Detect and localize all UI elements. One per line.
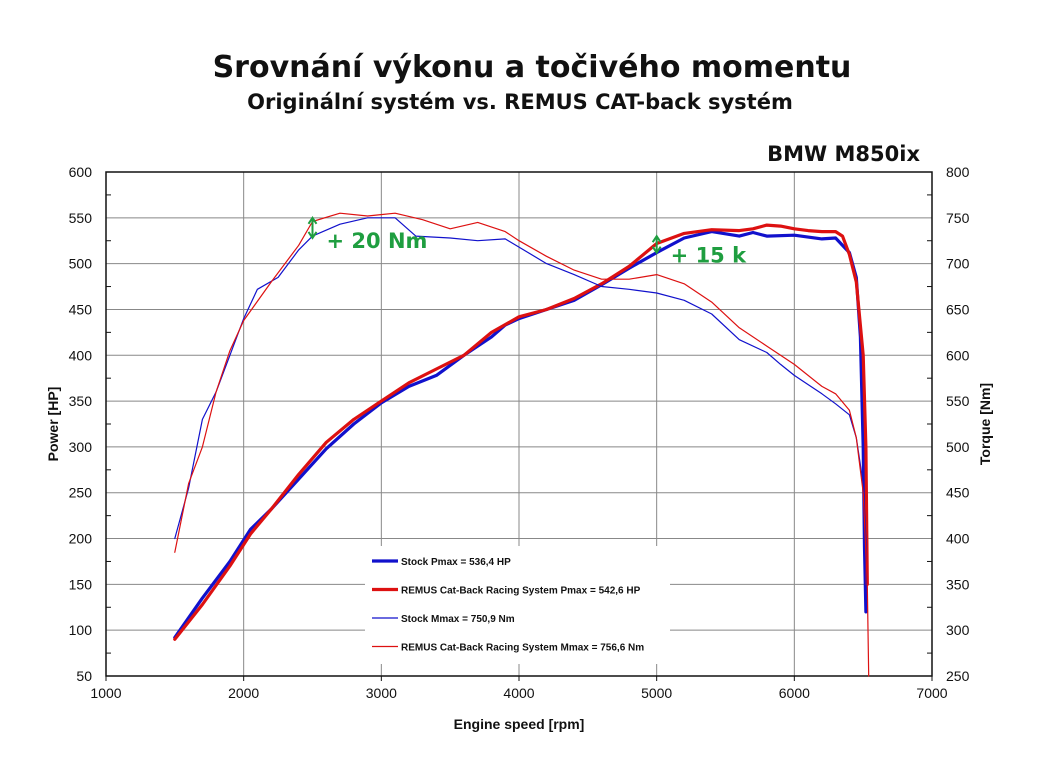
annotation-arrowhead-1 — [651, 246, 662, 255]
legend-label-0: Stock Pmax = 536,4 HP — [401, 557, 511, 568]
y-left-tick-label: 350 — [69, 393, 93, 409]
series-line-2 — [174, 217, 868, 613]
y-left-tick-label: 400 — [69, 347, 93, 363]
y-right-tick-label: 800 — [946, 164, 970, 180]
y-right-tick-label: 700 — [946, 256, 970, 272]
y-left-tick-label: 50 — [76, 668, 92, 684]
y-right-tick-label: 600 — [946, 347, 970, 363]
x-tick-label: 6000 — [779, 685, 810, 701]
x-axis-label: Engine speed [rpm] — [454, 716, 585, 732]
annotations: + 20 Nm + 15 k — [307, 216, 747, 268]
series-line-1 — [173, 223, 869, 641]
x-tick-label: 5000 — [641, 685, 672, 701]
y-left-tick-label: 450 — [69, 301, 93, 317]
annotation-label-1: + 15 k — [671, 244, 747, 268]
y-left-tick-label: 550 — [69, 210, 93, 226]
y-right-tick-label: 350 — [946, 576, 970, 592]
y-left-tick-label: 200 — [69, 531, 93, 547]
annotation-arrowhead-0 — [307, 216, 318, 225]
x-tick-label: 4000 — [503, 685, 534, 701]
series-line-3 — [174, 212, 870, 677]
y-left-tick-label: 500 — [69, 256, 93, 272]
legend-label-2: Stock Mmax = 750,9 Nm — [401, 614, 515, 625]
y-axis-right-label: Torque [Nm] — [977, 383, 993, 465]
annotation-arrowhead-1 — [651, 234, 662, 243]
x-tick-label: 3000 — [366, 685, 397, 701]
y-left-tick-label: 100 — [69, 622, 93, 638]
legend: Stock Pmax = 536,4 HP REMUS Cat-Back Raci… — [365, 546, 670, 664]
x-tick-label: 1000 — [90, 685, 121, 701]
legend-label-1: REMUS Cat-Back Racing System Pmax = 542,… — [401, 586, 641, 597]
y-right-tick-label: 250 — [946, 668, 970, 684]
legend-label-3: REMUS Cat-Back Racing System Mmax = 756,… — [401, 643, 644, 654]
series-group — [173, 212, 870, 677]
y-right-tick-label: 550 — [946, 393, 970, 409]
y-left-tick-label: 250 — [69, 485, 93, 501]
grid-lines — [106, 172, 932, 676]
y-right-tick-label: 500 — [946, 439, 970, 455]
annotation-label-0: + 20 Nm — [327, 229, 428, 253]
chart-subtitle: Originální systém vs. REMUS CAT-back sys… — [247, 90, 793, 114]
chart-title: Srovnání výkonu a točivého momentu — [212, 50, 852, 85]
car-model-label: BMW M850ix — [767, 142, 920, 166]
y-right-tick-label: 400 — [946, 531, 970, 547]
x-tick-label: 7000 — [916, 685, 947, 701]
y-left-tick-label: 600 — [69, 164, 93, 180]
legend-box — [365, 546, 670, 664]
annotation-arrowhead-0 — [307, 231, 318, 240]
x-tick-label: 2000 — [228, 685, 259, 701]
axis-ticks: 1000 2000 3000 4000 5000 6000 7000 600 550 500 450… — [69, 164, 970, 701]
y-left-tick-label: 300 — [69, 439, 93, 455]
y-axis-left-label: Power [HP] — [45, 387, 61, 462]
y-right-tick-label: 650 — [946, 301, 970, 317]
y-right-tick-label: 300 — [946, 622, 970, 638]
y-right-tick-label: 750 — [946, 210, 970, 226]
y-left-tick-label: 150 — [69, 576, 93, 592]
y-right-tick-label: 450 — [946, 485, 970, 501]
